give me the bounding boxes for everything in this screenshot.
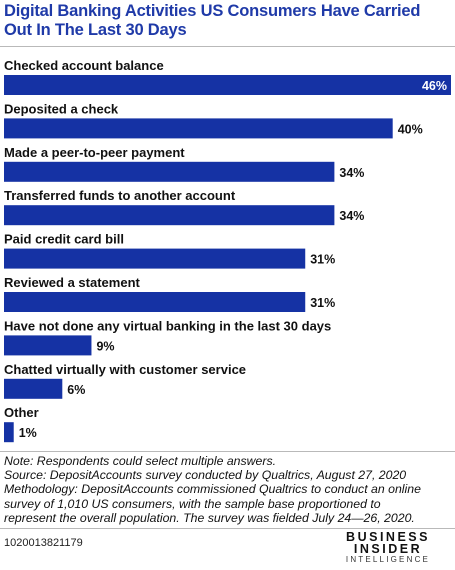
value-label: 46%: [422, 79, 447, 93]
category-label: Reviewed a statement: [4, 275, 141, 290]
source-line: Source: DepositAccounts survey conducted…: [4, 468, 407, 483]
category-label: Paid credit card bill: [4, 232, 124, 247]
value-label: 31%: [310, 296, 335, 310]
value-label: 9%: [96, 339, 114, 353]
category-label: Deposited a check: [4, 101, 119, 116]
value-label: 6%: [67, 383, 85, 397]
category-label: Other: [4, 405, 39, 420]
bar: [4, 248, 306, 269]
bar: [4, 118, 393, 139]
bar: [4, 422, 14, 443]
value-label: 1%: [19, 426, 37, 440]
value-label: 34%: [339, 166, 364, 180]
bar: [4, 75, 451, 95]
chart-notes: Note: Respondents could select multiple …: [4, 454, 450, 525]
methodology-line: survey of 1,010 US consumers, with the s…: [4, 496, 381, 511]
chart-title: Digital Banking Activities US Consumers …: [4, 2, 421, 39]
bar: [4, 335, 92, 356]
category-label: Have not done any virtual banking in the…: [4, 318, 331, 333]
methodology-line: represent the overall population. The su…: [4, 510, 415, 525]
note-line: Note: Respondents could select multiple …: [4, 454, 277, 468]
bar: [4, 292, 306, 312]
bar: [4, 205, 335, 226]
business-insider-intelligence-logo: BUSINESS INSIDER INTELLIGENCE: [345, 530, 431, 564]
bar-chart: Checked account balance 46% Deposited a ch…: [4, 58, 451, 443]
value-label: 40%: [398, 122, 423, 136]
bar: [4, 161, 335, 182]
category-label: Transferred funds to another account: [4, 188, 236, 203]
value-label: 34%: [339, 209, 364, 223]
methodology-line: Methodology: DepositAccounts commissione…: [4, 482, 421, 497]
value-label: 31%: [310, 253, 335, 267]
category-label: Checked account balance: [4, 58, 164, 73]
category-label: Chatted virtually with customer service: [4, 362, 246, 377]
notes-divider: [0, 451, 455, 452]
bar: [4, 378, 63, 399]
footer-divider: [0, 528, 455, 529]
category-label: Made a peer-to-peer payment: [4, 145, 185, 160]
chart-id: 1020013821179: [4, 537, 83, 549]
top-divider: [0, 46, 455, 47]
